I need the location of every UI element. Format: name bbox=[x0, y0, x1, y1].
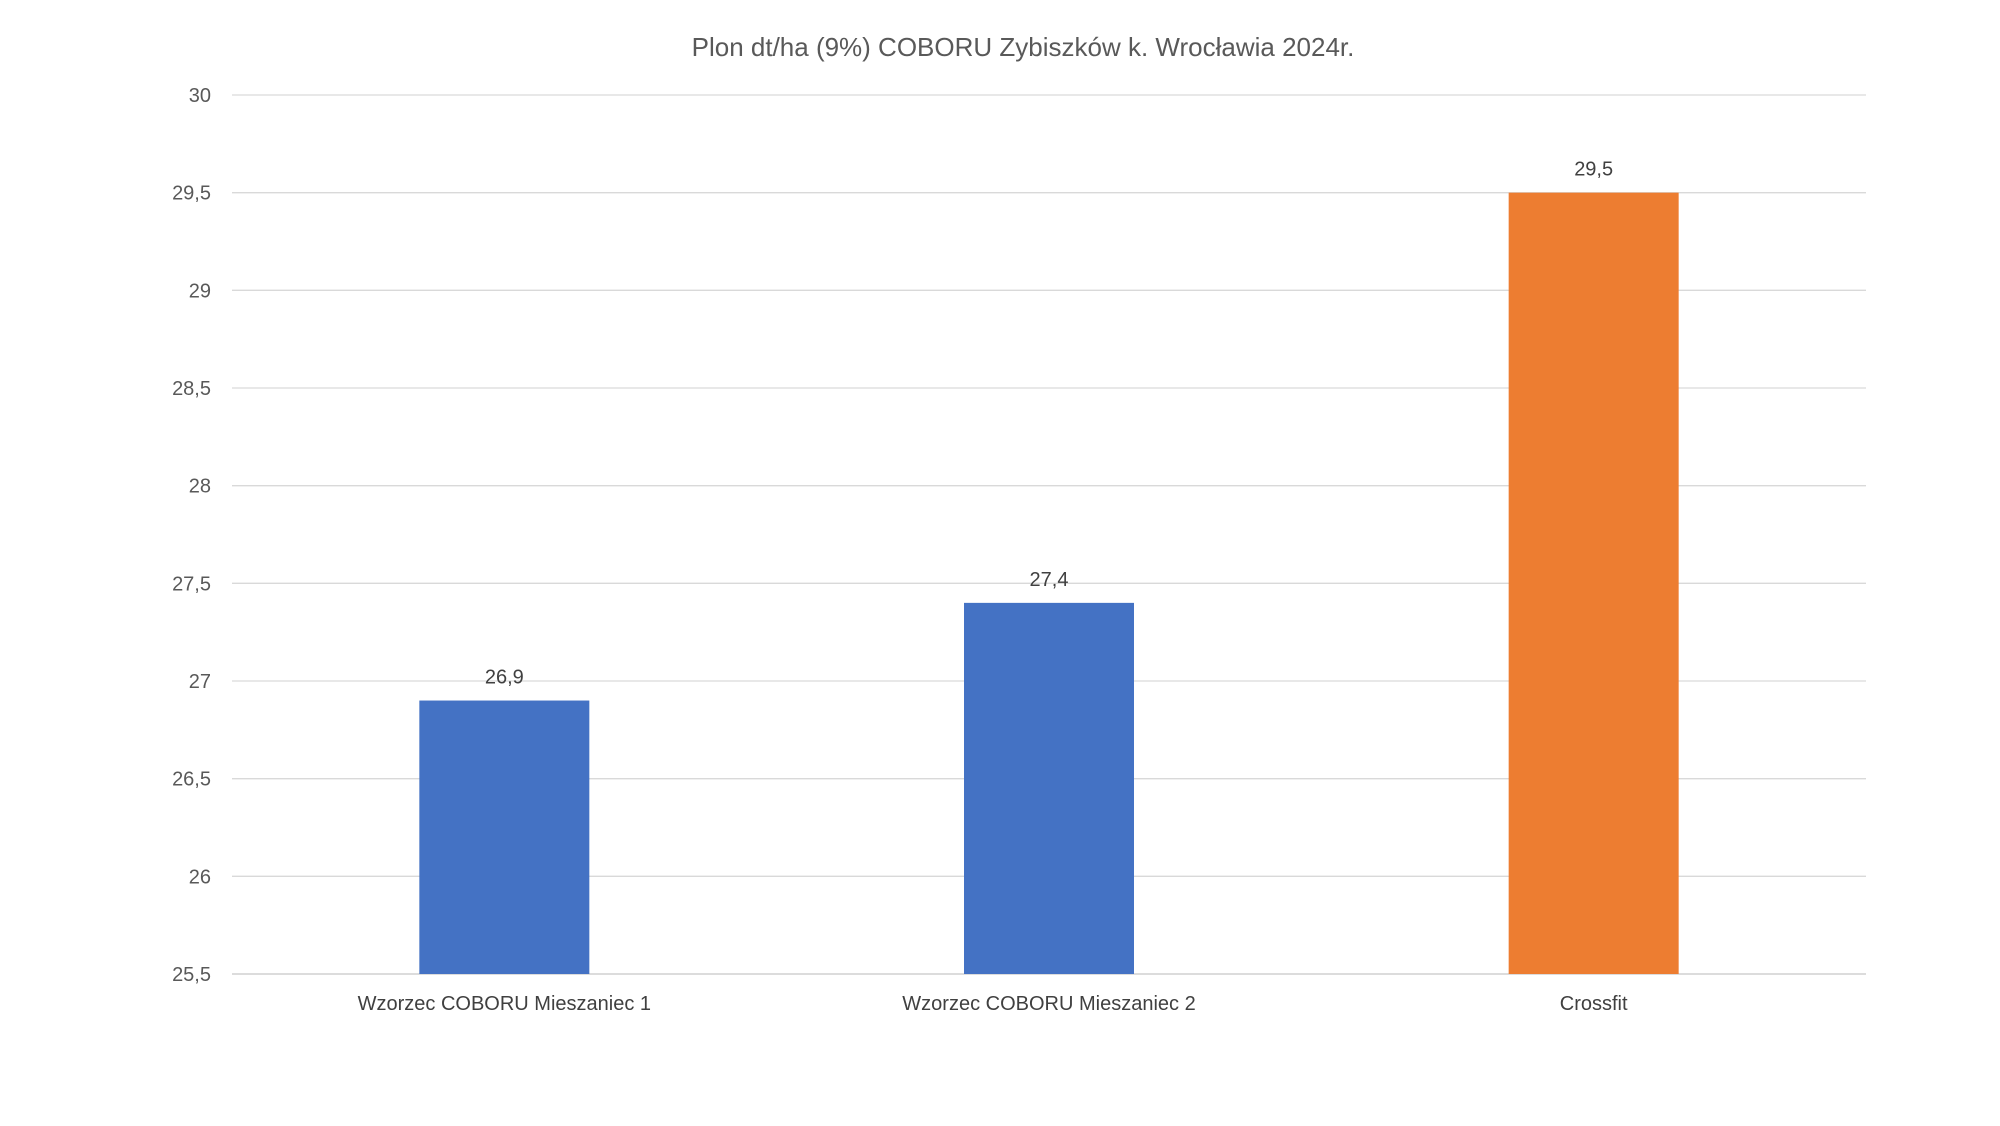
y-tick-label: 26,5 bbox=[172, 769, 211, 791]
y-tick-label: 28,5 bbox=[172, 378, 211, 400]
data-label: 27,4 bbox=[1030, 569, 1069, 591]
y-tick-label: 29 bbox=[189, 280, 211, 302]
y-tick-label: 29,5 bbox=[172, 183, 211, 205]
y-tick-label: 27 bbox=[189, 671, 211, 693]
x-category-label: Wzorzec COBORU Mieszaniec 2 bbox=[902, 993, 1195, 1015]
bar bbox=[419, 700, 590, 974]
y-tick-label: 25,5 bbox=[172, 964, 211, 986]
x-category-label: Wzorzec COBORU Mieszaniec 1 bbox=[358, 993, 651, 1015]
data-label: 29,5 bbox=[1574, 159, 1613, 181]
chart-title: Plon dt/ha (9%) COBORU Zybiszków k. Wroc… bbox=[692, 32, 1355, 62]
y-tick-label: 27,5 bbox=[172, 573, 211, 595]
bar bbox=[964, 602, 1134, 974]
y-axis: 25,5 26 26,5 27 27,5 28 28,5 29 29,5 30 bbox=[172, 85, 211, 986]
x-category-label: Crossfit bbox=[1560, 993, 1628, 1015]
y-tick-label: 30 bbox=[189, 85, 211, 107]
x-axis: Wzorzec COBORU Mieszaniec 1 Wzorzec COBOR… bbox=[358, 993, 1628, 1015]
bars bbox=[419, 192, 1679, 974]
bar bbox=[1508, 192, 1679, 974]
y-tick-label: 26 bbox=[189, 866, 211, 888]
y-tick-label: 28 bbox=[189, 476, 211, 498]
data-labels: 26,9 27,4 29,5 bbox=[485, 159, 1613, 689]
data-label: 26,9 bbox=[485, 667, 524, 689]
